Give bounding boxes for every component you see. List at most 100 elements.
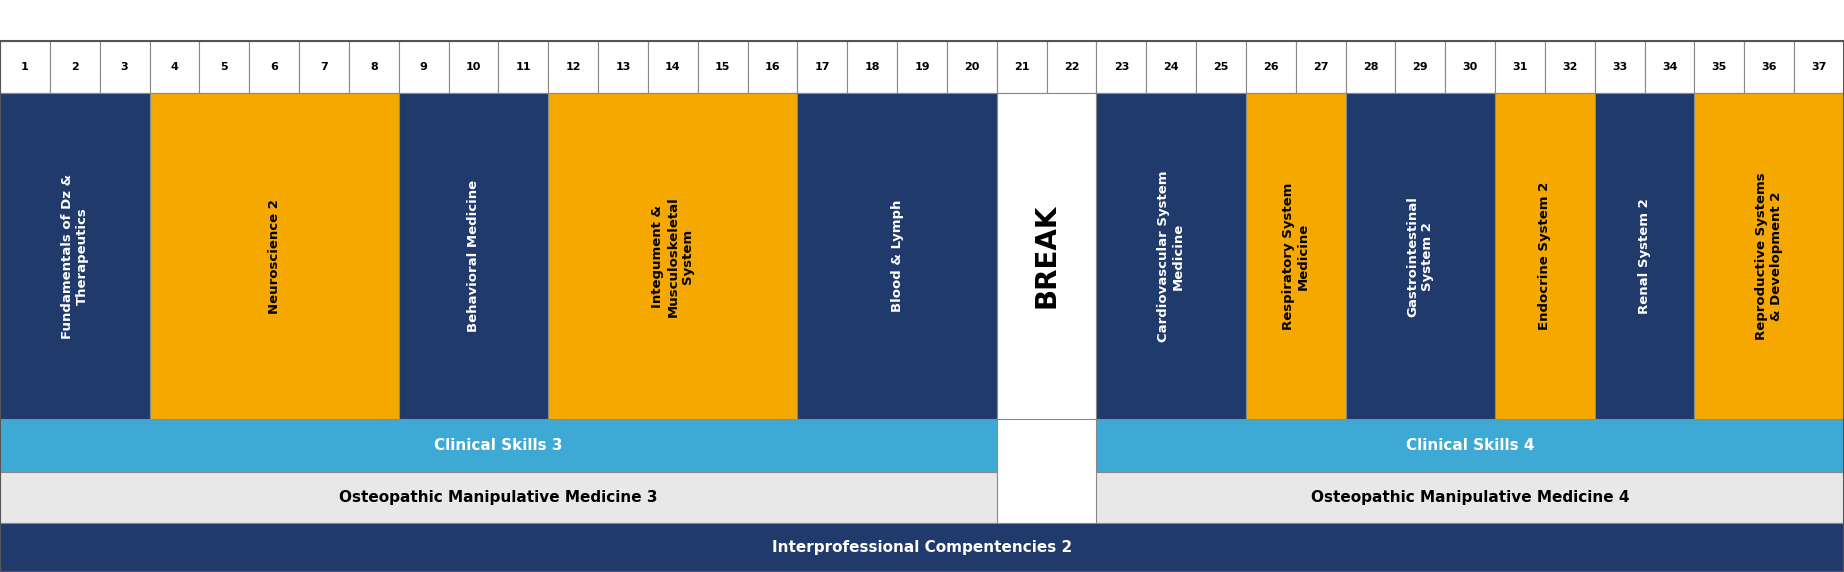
Bar: [498, 41, 548, 93]
Bar: [1247, 41, 1296, 93]
Text: 12: 12: [566, 62, 581, 72]
Bar: [0, 472, 998, 523]
Bar: [1296, 41, 1346, 93]
Text: 22: 22: [1064, 62, 1079, 72]
Text: 8: 8: [371, 62, 378, 72]
Bar: [548, 41, 597, 93]
Bar: [1446, 41, 1495, 93]
Text: 37: 37: [1811, 62, 1827, 72]
Bar: [747, 41, 797, 93]
Bar: [1097, 41, 1147, 93]
Text: Osteopathic Manipulative Medicine 3: Osteopathic Manipulative Medicine 3: [339, 490, 658, 505]
Bar: [50, 41, 100, 93]
Bar: [149, 41, 199, 93]
Text: Fundamentals of Dz &
Therapeutics: Fundamentals of Dz & Therapeutics: [61, 174, 89, 339]
Text: 20: 20: [964, 62, 979, 72]
Text: 21: 21: [1014, 62, 1029, 72]
Bar: [398, 41, 448, 93]
Bar: [299, 41, 349, 93]
Text: 2: 2: [70, 62, 79, 72]
Bar: [948, 41, 998, 93]
Text: 29: 29: [1413, 62, 1429, 72]
Text: Cardiovascular System
Medicine: Cardiovascular System Medicine: [1158, 170, 1186, 342]
Bar: [1794, 41, 1844, 93]
Text: 15: 15: [715, 62, 730, 72]
Bar: [1744, 41, 1794, 93]
Text: 28: 28: [1363, 62, 1377, 72]
Text: 9: 9: [420, 62, 428, 72]
Text: 26: 26: [1263, 62, 1278, 72]
Text: Reproductive Systems
& Development 2: Reproductive Systems & Development 2: [1755, 172, 1783, 340]
Bar: [1495, 93, 1595, 419]
Text: Clinical Skills 3: Clinical Skills 3: [433, 438, 562, 453]
Text: Endocrine System 2: Endocrine System 2: [1538, 182, 1551, 331]
Bar: [1396, 41, 1446, 93]
Bar: [448, 41, 498, 93]
Bar: [1545, 41, 1595, 93]
Bar: [1047, 41, 1097, 93]
Bar: [0, 41, 50, 93]
Text: 24: 24: [1164, 62, 1178, 72]
Text: Interprofessional Compentencies 2: Interprofessional Compentencies 2: [773, 540, 1071, 555]
Text: 10: 10: [467, 62, 481, 72]
Bar: [199, 41, 249, 93]
Text: 17: 17: [815, 62, 830, 72]
Bar: [697, 41, 747, 93]
Bar: [1197, 41, 1247, 93]
Text: Neuroscience 2: Neuroscience 2: [267, 199, 280, 313]
Text: 31: 31: [1512, 62, 1527, 72]
Text: Blood & Lymph: Blood & Lymph: [891, 200, 904, 312]
Text: 30: 30: [1462, 62, 1477, 72]
Bar: [548, 93, 797, 419]
Bar: [249, 41, 299, 93]
Bar: [100, 41, 149, 93]
Bar: [1147, 41, 1197, 93]
Bar: [149, 93, 398, 419]
Text: 7: 7: [321, 62, 328, 72]
Bar: [1097, 472, 1844, 523]
Bar: [1695, 41, 1744, 93]
Bar: [1495, 41, 1545, 93]
Text: 35: 35: [1711, 62, 1728, 72]
Text: 13: 13: [616, 62, 631, 72]
Text: 23: 23: [1114, 62, 1129, 72]
Bar: [1247, 93, 1346, 419]
Bar: [0, 419, 998, 472]
Bar: [0, 523, 1844, 572]
Bar: [0, 93, 149, 419]
Bar: [597, 41, 647, 93]
Text: 5: 5: [221, 62, 229, 72]
Text: Clinical Skills 4: Clinical Skills 4: [1405, 438, 1534, 453]
Bar: [797, 93, 998, 419]
Bar: [846, 41, 896, 93]
Bar: [1097, 93, 1247, 419]
Text: 25: 25: [1213, 62, 1228, 72]
Text: 18: 18: [865, 62, 880, 72]
Bar: [647, 41, 697, 93]
Text: 32: 32: [1562, 62, 1578, 72]
Text: 1: 1: [20, 62, 30, 72]
Text: 36: 36: [1761, 62, 1778, 72]
Bar: [896, 41, 948, 93]
Bar: [1346, 41, 1396, 93]
Text: 6: 6: [271, 62, 278, 72]
Text: 19: 19: [915, 62, 929, 72]
Text: 27: 27: [1313, 62, 1328, 72]
Bar: [1695, 93, 1844, 419]
Bar: [1097, 419, 1844, 472]
Text: 11: 11: [516, 62, 531, 72]
Text: 34: 34: [1661, 62, 1678, 72]
Text: Renal System 2: Renal System 2: [1637, 198, 1650, 314]
Bar: [398, 93, 548, 419]
Bar: [1595, 41, 1645, 93]
Bar: [797, 41, 846, 93]
Text: 16: 16: [765, 62, 780, 72]
Bar: [1595, 93, 1695, 419]
Bar: [1645, 41, 1695, 93]
Text: 4: 4: [170, 62, 179, 72]
Text: Respiratory System
Medicine: Respiratory System Medicine: [1282, 182, 1309, 330]
Text: 33: 33: [1612, 62, 1628, 72]
Bar: [349, 41, 398, 93]
Bar: [1346, 93, 1495, 419]
Bar: [998, 41, 1047, 93]
